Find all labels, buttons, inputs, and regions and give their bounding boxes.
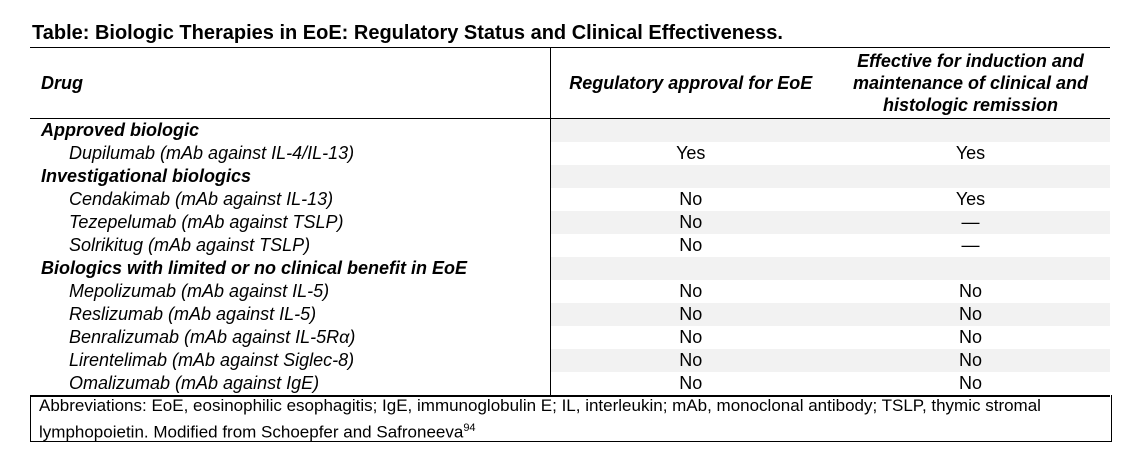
cell: No — [550, 372, 831, 397]
cell: Yes — [676, 143, 706, 163]
cell: No — [679, 281, 703, 301]
column-header: Effective for induction and maintenance … — [831, 47, 1110, 119]
drug-name: Dupilumab (mAb against IL-4/IL-13) — [30, 142, 551, 165]
cell: No — [679, 327, 703, 347]
drug-name: Mepolizumab (mAb against IL-5) — [30, 280, 551, 303]
drug-row: Dupilumab (mAb against IL-4/IL-13) Yes Yes — [30, 142, 1110, 165]
cell: No — [958, 327, 982, 347]
drug-row: Solrikitug (mAb against TSLP) No — — [30, 234, 1110, 257]
cell — [550, 118, 831, 142]
column-header: Regulatory approval for EoE — [550, 47, 831, 119]
cell: No — [679, 235, 703, 255]
cell: No — [831, 349, 1110, 372]
cell: No — [550, 303, 831, 326]
drug-row: Benralizumab (mAb against IL-5Rα) No No — [30, 326, 1110, 349]
drug-name: Omalizumab (mAb against IgE) — [30, 372, 551, 397]
footnote: Abbreviations: EoE, eosinophilic esophag… — [30, 395, 1112, 442]
table-title: Table: Biologic Therapies in EoE: Regula… — [32, 22, 783, 44]
cell: No — [958, 281, 982, 301]
table-body: Approved biologic Dupilumab (mAb against … — [30, 118, 1110, 397]
reference: 94 — [463, 422, 476, 434]
cell — [831, 165, 1110, 188]
group-row: Investigational biologics — [30, 165, 1110, 188]
cell — [831, 257, 1110, 280]
cell: No — [550, 211, 831, 234]
group-row: Approved biologic — [30, 118, 1110, 142]
cell — [550, 165, 831, 188]
drug-name: Reslizumab (mAb against IL-5) — [30, 303, 551, 326]
header-row: Drug Regulatory approval for EoE Effective… — [30, 47, 1110, 119]
column-header: Drug — [30, 47, 551, 119]
group-label: Approved biologic — [30, 118, 551, 142]
group-row: Biologics with limited or no clinical be… — [30, 257, 1110, 280]
drug-row: Tezepelumab (mAb against TSLP) No — — [30, 211, 1110, 234]
drug-name: Benralizumab (mAb against IL-5Rα) — [30, 326, 551, 349]
drug-name: Cendakimab (mAb against IL-13) — [30, 188, 551, 211]
cell: — — [831, 211, 1110, 234]
cell: No — [831, 303, 1110, 326]
drug-name: Tezepelumab (mAb against TSLP) — [30, 211, 551, 234]
footnote-text: Abbreviations: EoE, eosinophilic esophag… — [39, 396, 1041, 442]
cell — [550, 257, 831, 280]
table: Drug Regulatory approval for EoE Effective… — [30, 47, 1110, 397]
drug-row: Mepolizumab (mAb against IL-5) No No — [30, 280, 1110, 303]
drug-row: Cendakimab (mAb against IL-13) No Yes — [30, 188, 1110, 211]
drug-name: Lirentelimab (mAb against Siglec-8) — [30, 349, 551, 372]
drug-name: Solrikitug (mAb against TSLP) — [30, 234, 551, 257]
cell — [831, 118, 1110, 142]
cell: No — [831, 372, 1110, 397]
cell: Yes — [955, 189, 986, 209]
cell: — — [961, 235, 980, 255]
drug-row: Lirentelimab (mAb against Siglec-8) No No — [30, 349, 1110, 372]
cell: No — [550, 349, 831, 372]
cell: No — [679, 189, 703, 209]
group-label: Biologics with limited or no clinical be… — [30, 257, 551, 280]
drug-row: Reslizumab (mAb against IL-5) No No — [30, 303, 1110, 326]
group-label: Investigational biologics — [30, 165, 551, 188]
cell: Yes — [955, 143, 986, 163]
drug-row: Omalizumab (mAb against IgE) No No — [30, 372, 1110, 397]
